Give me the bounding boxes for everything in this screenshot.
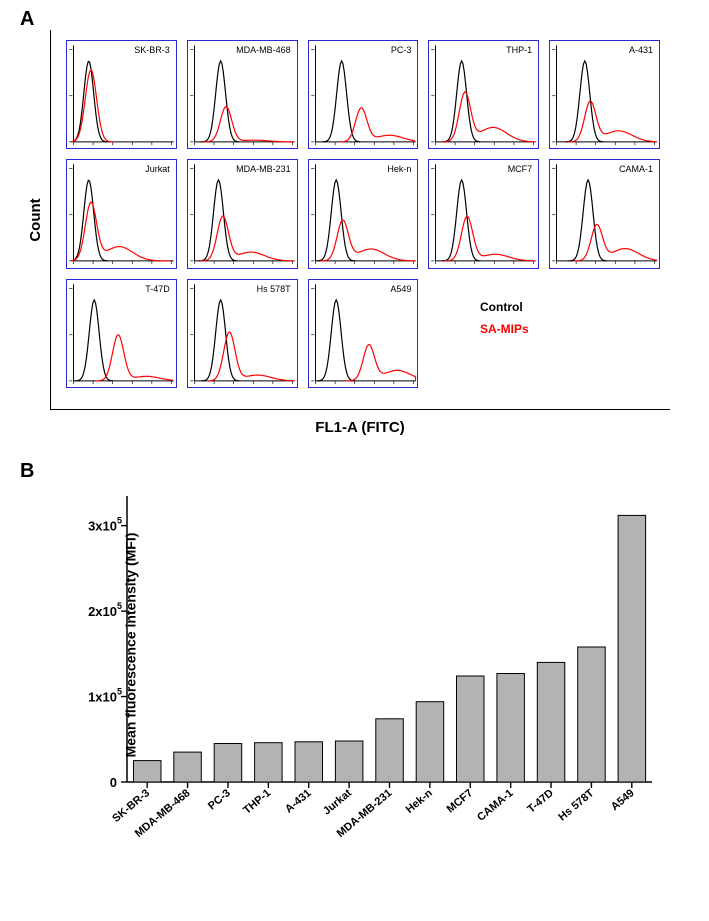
panel-b-label: B	[20, 460, 34, 483]
histogram-cell: MCF7	[426, 157, 541, 270]
panel-b: Mean fluorescence intensity (MFI) 01x105…	[72, 490, 667, 800]
histogram-cell: Hs 578T	[185, 277, 300, 390]
histogram-title: Hek-n	[387, 164, 411, 174]
bar-label: CAMA-1	[475, 787, 515, 824]
svg-text:3x10: 3x10	[88, 519, 117, 534]
bar-label: MCF7	[445, 787, 476, 815]
panel-a-y-label: Count	[27, 198, 44, 241]
histogram-cell: T-47D	[64, 277, 179, 390]
histogram-title: A549	[390, 284, 411, 294]
bar	[457, 676, 485, 782]
histogram-cell: Jurkat	[64, 157, 179, 270]
bar-label: A-431	[283, 787, 314, 815]
histogram-title: MDA-MB-468	[236, 45, 291, 55]
bar-label: A549	[609, 787, 637, 813]
bar	[376, 719, 404, 782]
bar-label: PC-3	[206, 787, 233, 812]
histogram-title: A-431	[629, 45, 653, 55]
bar	[618, 515, 646, 782]
svg-text:1x10: 1x10	[88, 690, 117, 705]
panel-b-y-label: Mean fluorescence intensity (MFI)	[122, 533, 138, 758]
histogram-title: CAMA-1	[619, 164, 653, 174]
bar	[497, 674, 525, 783]
histogram-title: MDA-MB-231	[236, 164, 291, 174]
bar-label: Jurkat	[321, 787, 354, 818]
bar	[174, 752, 202, 782]
histogram-cell: Hek-n	[306, 157, 421, 270]
histogram-cell: A549	[306, 277, 421, 390]
histogram-cell: MDA-MB-468	[185, 38, 300, 151]
bar	[214, 744, 242, 783]
histogram-title: THP-1	[506, 45, 532, 55]
bar-label: T-47D	[525, 787, 556, 815]
histogram-title: T-47D	[145, 284, 170, 294]
panel-a-x-label: FL1-A (FITC)	[315, 419, 404, 436]
bar-label: THP-1	[241, 787, 273, 817]
histogram-title: Jurkat	[145, 164, 170, 174]
svg-text:5: 5	[117, 516, 122, 526]
svg-text:5: 5	[117, 601, 122, 611]
histogram-grid: SK-BR-3 MDA-MB-468 PC-3	[64, 38, 662, 390]
histogram-cell: MDA-MB-231	[185, 157, 300, 270]
bar	[578, 647, 606, 782]
histogram-box: A-431	[549, 40, 660, 149]
bar	[255, 743, 283, 782]
histogram-box: Jurkat	[66, 159, 177, 268]
histogram-box: MDA-MB-231	[187, 159, 298, 268]
histogram-box: T-47D	[66, 279, 177, 388]
panel-a: Count SK-BR-3 MDA-MB-468	[50, 30, 670, 410]
histogram-cell: SK-BR-3	[64, 38, 179, 151]
histogram-box: CAMA-1	[549, 159, 660, 268]
bar-label: Hs 578T	[556, 787, 596, 823]
bar-chart: 01x1052x1053x105SK-BR-3MDA-MB-468PC-3THP…	[72, 490, 667, 800]
svg-text:0: 0	[110, 775, 117, 790]
legend-treat: SA-MIPs	[480, 322, 529, 336]
histogram-box: Hs 578T	[187, 279, 298, 388]
histogram-title: MCF7	[508, 164, 533, 174]
bar	[295, 742, 323, 782]
histogram-box: SK-BR-3	[66, 40, 177, 149]
bar-label: Hek-n	[404, 787, 435, 816]
legend-control: Control	[480, 300, 523, 314]
histogram-title: Hs 578T	[257, 284, 291, 294]
histogram-title: PC-3	[391, 45, 412, 55]
bar	[134, 761, 162, 782]
histogram-box: THP-1	[428, 40, 539, 149]
histogram-box: PC-3	[308, 40, 419, 149]
histogram-box: MDA-MB-468	[187, 40, 298, 149]
histogram-box: Hek-n	[308, 159, 419, 268]
bar	[537, 662, 565, 782]
bar	[416, 702, 444, 782]
histogram-title: SK-BR-3	[134, 45, 170, 55]
histogram-cell: THP-1	[426, 38, 541, 151]
bar	[335, 741, 363, 782]
histogram-box: A549	[308, 279, 419, 388]
svg-text:2x10: 2x10	[88, 604, 117, 619]
histogram-cell: A-431	[547, 38, 662, 151]
panel-a-label: A	[20, 8, 34, 31]
histogram-cell: CAMA-1	[547, 157, 662, 270]
histogram-cell: PC-3	[306, 38, 421, 151]
histogram-box: MCF7	[428, 159, 539, 268]
svg-text:5: 5	[117, 687, 122, 697]
